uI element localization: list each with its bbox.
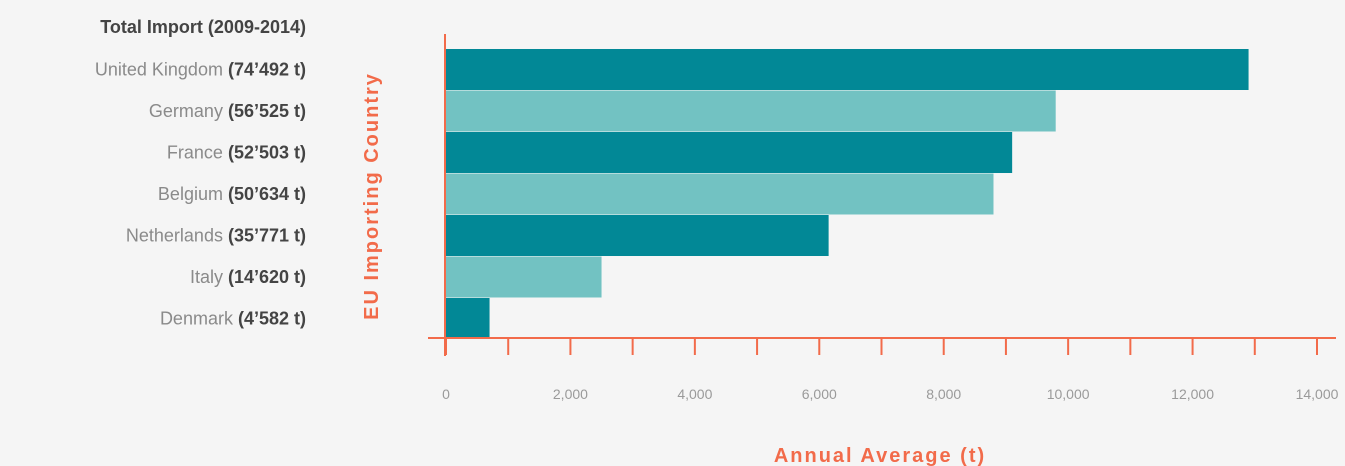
country-label: France (52’503 t) <box>167 143 306 163</box>
country-name: Netherlands <box>126 226 228 246</box>
country-name: Germany <box>149 101 228 121</box>
country-total: (52’503 t) <box>228 143 306 163</box>
country-label: Germany (56’525 t) <box>149 101 306 121</box>
bar-netherlands <box>446 215 829 256</box>
legend-title: Total Import (2009-2014) <box>100 17 306 37</box>
x-tick-label: 4,000 <box>677 386 712 402</box>
x-tick-label: 0 <box>442 386 450 402</box>
x-tick-label: 6,000 <box>802 386 837 402</box>
country-label: Italy (14’620 t) <box>190 267 306 287</box>
country-total: (14’620 t) <box>228 267 306 287</box>
x-tick-label: 2,000 <box>553 386 588 402</box>
country-name: France <box>167 143 228 163</box>
country-name: United Kingdom <box>95 60 228 80</box>
country-total: (74’492 t) <box>228 60 306 80</box>
country-name: Denmark <box>160 309 238 329</box>
country-label: Denmark (4’582 t) <box>160 309 306 329</box>
country-total: (4’582 t) <box>238 309 306 329</box>
country-label: Netherlands (35’771 t) <box>126 226 306 246</box>
country-name: Italy <box>190 267 228 287</box>
x-tick-label: 8,000 <box>926 386 961 402</box>
x-tick-label: 12,000 <box>1171 386 1214 402</box>
country-total: (56’525 t) <box>228 101 306 121</box>
axes: 0 2,000 4,000 6,000 8,000 10,000 12,000 14,000 <box>428 34 1339 402</box>
bar-france <box>446 132 1013 173</box>
bar-united-kingdom <box>446 49 1249 90</box>
bar-belgium <box>446 173 994 215</box>
bar-germany <box>446 90 1056 132</box>
bar-denmark <box>446 298 490 339</box>
bars <box>446 49 1249 339</box>
country-label: Belgium (50’634 t) <box>158 184 306 204</box>
country-labels: United Kingdom (74’492 t) Germany (56’525… <box>95 60 306 329</box>
y-axis-title: EU Importing Country <box>361 72 383 320</box>
x-tick-label: 14,000 <box>1296 386 1339 402</box>
country-total: (35’771 t) <box>228 226 306 246</box>
country-label: United Kingdom (74’492 t) <box>95 60 306 80</box>
bar-italy <box>446 256 602 298</box>
country-total: (50’634 t) <box>228 184 306 204</box>
country-name: Belgium <box>158 184 228 204</box>
x-tick-label: 10,000 <box>1047 386 1090 402</box>
x-axis-title: Annual Average (t) <box>774 445 986 466</box>
